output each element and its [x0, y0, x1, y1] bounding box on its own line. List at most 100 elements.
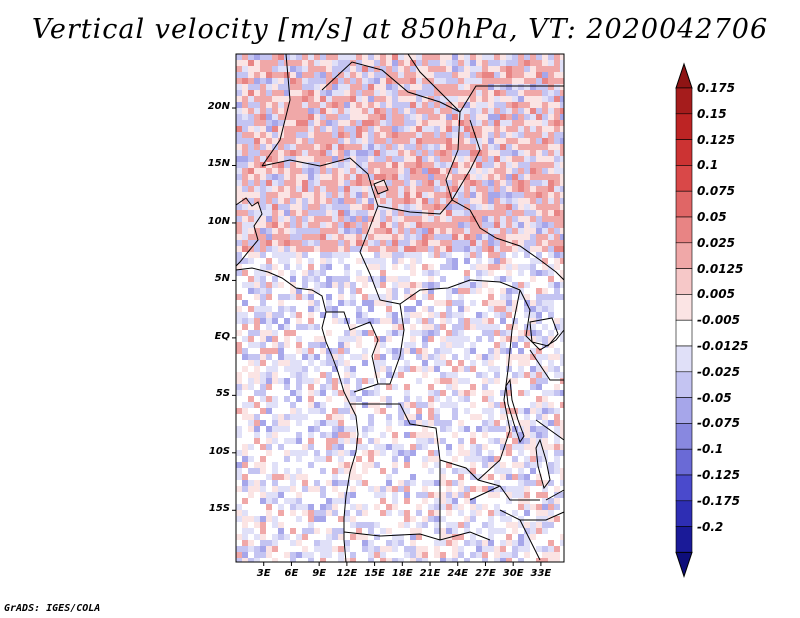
field-cell	[536, 84, 542, 90]
field-cell	[338, 228, 344, 234]
field-cell	[350, 486, 356, 492]
field-cell	[488, 468, 494, 474]
field-cell	[356, 456, 362, 462]
field-cell	[266, 324, 272, 330]
field-cell	[356, 408, 362, 414]
field-cell	[368, 198, 374, 204]
field-cell	[236, 234, 242, 240]
field-cell	[422, 174, 428, 180]
field-cell	[506, 450, 512, 456]
field-cell	[548, 132, 554, 138]
field-cell	[278, 300, 284, 306]
field-cell	[290, 144, 296, 150]
field-cell	[236, 366, 242, 372]
field-cell	[374, 84, 380, 90]
field-cell	[242, 108, 248, 114]
field-cell	[308, 174, 314, 180]
field-cell	[338, 126, 344, 132]
field-cell	[386, 534, 392, 540]
field-cell	[482, 96, 488, 102]
field-cell	[440, 252, 446, 258]
field-cell	[452, 54, 458, 60]
field-cell	[338, 312, 344, 318]
field-cell	[374, 114, 380, 120]
field-cell	[308, 114, 314, 120]
field-cell	[260, 150, 266, 156]
field-cell	[560, 438, 564, 444]
field-cell	[554, 138, 560, 144]
field-cell	[296, 288, 302, 294]
field-cell	[428, 306, 434, 312]
field-cell	[446, 360, 452, 366]
field-cell	[338, 492, 344, 498]
field-cell	[326, 402, 332, 408]
field-cell	[308, 420, 314, 426]
field-cell	[398, 390, 404, 396]
field-cell	[560, 420, 564, 426]
field-cell	[482, 336, 488, 342]
field-cell	[386, 156, 392, 162]
field-cell	[350, 342, 356, 348]
field-cell	[290, 426, 296, 432]
field-cell	[422, 450, 428, 456]
field-cell	[512, 330, 518, 336]
field-cell	[392, 432, 398, 438]
field-cell	[554, 522, 560, 528]
field-cell	[386, 378, 392, 384]
field-cell	[488, 270, 494, 276]
field-cell	[374, 252, 380, 258]
field-cell	[446, 138, 452, 144]
field-cell	[242, 216, 248, 222]
field-cell	[290, 72, 296, 78]
field-cell	[440, 234, 446, 240]
field-cell	[236, 300, 242, 306]
field-cell	[554, 222, 560, 228]
field-cell	[440, 138, 446, 144]
field-cell	[284, 216, 290, 222]
field-cell	[284, 306, 290, 312]
field-cell	[236, 60, 242, 66]
field-cell	[488, 294, 494, 300]
field-cell	[326, 366, 332, 372]
field-cell	[296, 150, 302, 156]
field-cell	[524, 84, 530, 90]
field-cell	[542, 222, 548, 228]
field-cell	[536, 102, 542, 108]
field-cell	[560, 402, 564, 408]
field-cell	[404, 66, 410, 72]
field-cell	[278, 534, 284, 540]
field-cell	[404, 348, 410, 354]
field-cell	[458, 432, 464, 438]
field-cell	[482, 342, 488, 348]
field-cell	[326, 228, 332, 234]
field-cell	[236, 120, 242, 126]
field-cell	[350, 114, 356, 120]
field-cell	[506, 102, 512, 108]
field-cell	[302, 300, 308, 306]
field-cell	[512, 186, 518, 192]
field-cell	[236, 228, 242, 234]
field-cell	[542, 384, 548, 390]
field-cell	[524, 312, 530, 318]
field-cell	[398, 414, 404, 420]
field-cell	[332, 474, 338, 480]
field-cell	[494, 288, 500, 294]
lon-label: 6E	[284, 568, 299, 579]
field-cell	[374, 438, 380, 444]
field-cell	[482, 534, 488, 540]
field-cell	[428, 174, 434, 180]
field-cell	[560, 108, 564, 114]
field-cell	[356, 144, 362, 150]
field-cell	[560, 186, 564, 192]
field-cell	[410, 348, 416, 354]
field-cell	[446, 174, 452, 180]
field-cell	[554, 132, 560, 138]
field-cell	[422, 204, 428, 210]
field-cell	[356, 432, 362, 438]
field-cell	[494, 480, 500, 486]
field-cell	[542, 330, 548, 336]
field-cell	[410, 168, 416, 174]
field-cell	[554, 444, 560, 450]
field-cell	[308, 192, 314, 198]
field-cell	[398, 216, 404, 222]
